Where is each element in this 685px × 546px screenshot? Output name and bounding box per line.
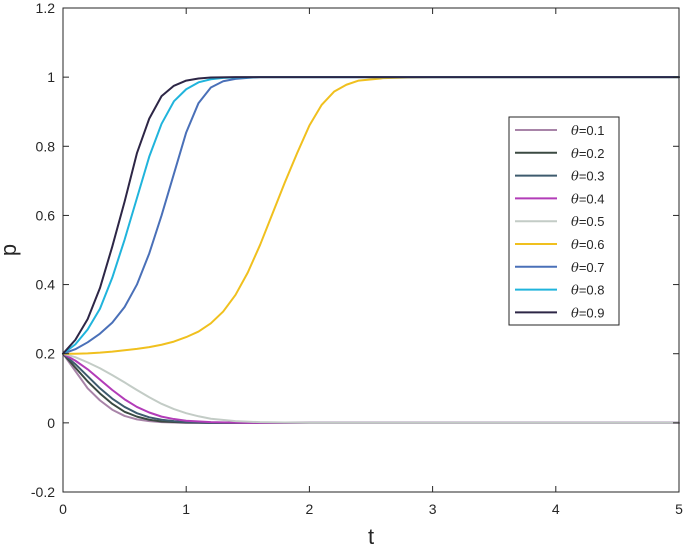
legend-value: =0.1 (579, 123, 605, 138)
y-tick-label: 1 (47, 69, 55, 85)
y-tick-label: 0 (47, 415, 55, 431)
axes-box (62, 7, 680, 493)
legend-entry-8: θ=0.8 (571, 283, 605, 299)
x-tick-label: 4 (552, 501, 560, 517)
series-line-5 (62, 352, 680, 424)
legend-value: =0.5 (579, 214, 605, 229)
theta-symbol: θ (571, 261, 579, 276)
x-tick-label: 5 (675, 501, 683, 517)
theta-symbol: θ (571, 215, 579, 230)
y-tick-label: 1.2 (36, 0, 56, 16)
legend-entry-7: θ=0.7 (571, 260, 605, 276)
legend-entry-6: θ=0.6 (571, 237, 605, 253)
y-tick-label: -0.2 (31, 484, 55, 500)
legend-value: =0.8 (579, 283, 605, 298)
legend-value: =0.3 (579, 169, 605, 184)
series-line-4 (62, 352, 680, 424)
theta-symbol: θ (571, 147, 579, 162)
theta-symbol: θ (571, 170, 579, 185)
theta-symbol: θ (571, 306, 579, 321)
theta-symbol: θ (571, 192, 579, 207)
legend-entry-3: θ=0.3 (571, 169, 605, 185)
legend-value: =0.2 (579, 146, 605, 161)
legend-entry-1: θ=0.1 (571, 123, 605, 139)
legend-entry-5: θ=0.5 (571, 214, 605, 230)
legend-value: =0.7 (579, 260, 605, 275)
y-axis-label: p (0, 244, 21, 256)
series-line-9 (62, 76, 680, 355)
theta-symbol: θ (571, 238, 579, 253)
legend-value: =0.9 (579, 305, 605, 320)
x-tick-label: 0 (59, 501, 67, 517)
y-tick-label: 0.8 (36, 138, 56, 154)
tick-layer: 0 1 2 3 4 5-0.200.20.40.60.811.2 (31, 0, 683, 517)
legend-value: =0.4 (579, 191, 605, 206)
x-axis-label: t (368, 524, 374, 546)
x-tick-label: 2 (306, 501, 314, 517)
series-layer (62, 76, 680, 424)
legend-entry-9: θ=0.9 (571, 305, 605, 321)
series-line-6 (62, 76, 680, 355)
x-tick-label: 1 (182, 501, 190, 517)
x-tick-label: 3 (429, 501, 437, 517)
legend-entry-2: θ=0.2 (571, 146, 605, 162)
y-tick-label: 0.4 (36, 277, 56, 293)
theta-symbol: θ (571, 284, 579, 299)
theta-symbol: θ (571, 124, 579, 139)
y-tick-label: 0.6 (36, 207, 56, 223)
legend-entry-4: θ=0.4 (571, 191, 605, 207)
legend-value: =0.6 (579, 237, 605, 252)
legend: θ=0.1θ=0.2θ=0.3θ=0.4θ=0.5θ=0.6θ=0.7θ=0.8… (508, 116, 620, 326)
y-tick-label: 0.2 (36, 346, 56, 362)
